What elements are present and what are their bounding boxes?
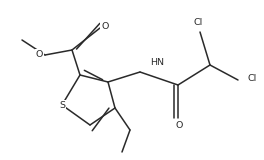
- Text: HN: HN: [150, 57, 164, 67]
- Text: Cl: Cl: [248, 73, 257, 83]
- Text: O: O: [175, 121, 183, 131]
- Text: S: S: [59, 100, 65, 109]
- Text: O: O: [101, 21, 109, 31]
- Text: O: O: [36, 49, 43, 59]
- Text: Cl: Cl: [193, 17, 203, 27]
